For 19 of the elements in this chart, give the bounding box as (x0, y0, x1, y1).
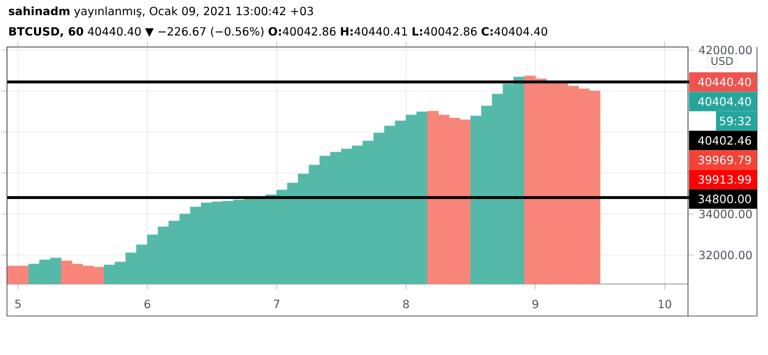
ref-line-label: 40440.40 (698, 78, 751, 86)
text: 40402.46 (698, 136, 752, 145)
x-tick-label: 5 (15, 300, 21, 308)
text: 39913.99 (698, 175, 751, 184)
y-tick-label: 42000.00 (698, 46, 752, 54)
text: BTCUSD, 60 40440.40 ▼ −226.67 (−0.56%) O:40042.86 H:40440.41 L:40042.86 C:40404.40 (9, 26, 548, 38)
text: 39969.79 (698, 156, 751, 164)
y-tick-label: 32000.00 (699, 250, 752, 260)
x-tick-label: 6 (144, 300, 150, 308)
y-tick-label: 34000.00 (699, 210, 752, 218)
x-tick-label: 9 (532, 300, 538, 308)
ref-line-label: 34800.00 (698, 194, 751, 204)
text: USD (712, 56, 733, 66)
x-tick-label: 8 (403, 300, 409, 308)
chart-title: sahinadm yayınlanmış, Ocak 09, 2021 13:00:42 +03 (8, 6, 313, 18)
text: 59:32 (720, 116, 751, 126)
x-tick-label: 10 (658, 300, 672, 308)
text: 40404.40 (698, 97, 751, 106)
x-tick-label: 7 (274, 300, 280, 308)
